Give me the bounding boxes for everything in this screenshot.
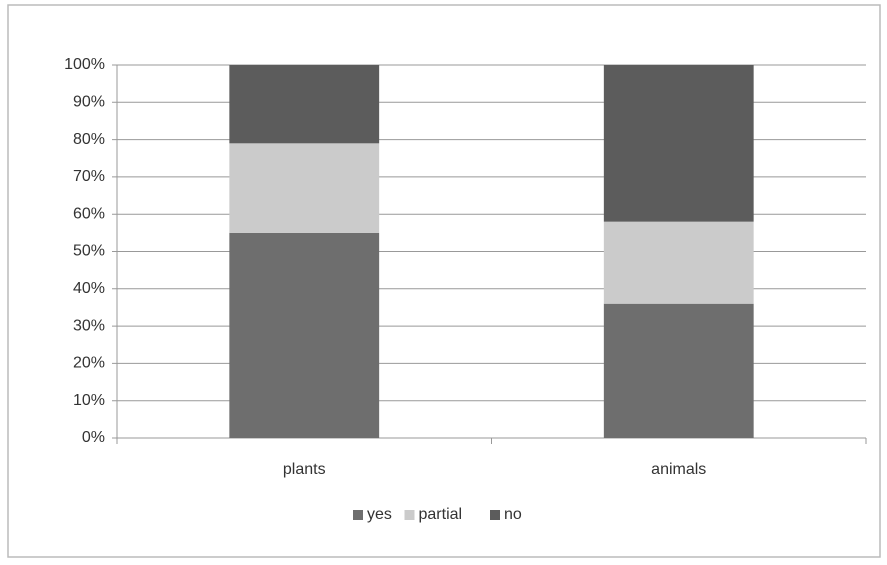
y-tick-label: 10% [73,392,105,409]
y-tick-label: 90% [73,94,105,111]
y-tick-label: 50% [73,243,105,260]
legend-swatch [404,510,415,520]
bar-segment [229,143,380,233]
y-tick-label: 30% [73,317,105,334]
legend-label: no [504,506,522,523]
y-tick-label: 40% [73,280,105,297]
legend-label: partial [419,506,463,523]
legend-label: yes [367,506,392,523]
y-tick-label: 60% [73,205,105,222]
bar-segment [229,65,380,144]
y-tick-label: 20% [73,355,105,372]
y-tick-label: 0% [82,429,105,446]
x-tick-label: animals [651,461,706,478]
legend-swatch [353,510,363,520]
bar-segment [603,303,754,438]
bar-segment [229,232,380,438]
bar-segment [603,65,754,222]
y-tick-label: 70% [73,168,105,185]
y-tick-label: 80% [73,131,105,148]
x-tick-label: plants [283,461,326,478]
bar-segment [603,221,754,304]
y-tick-label: 100% [64,56,105,73]
legend-swatch [490,510,500,520]
